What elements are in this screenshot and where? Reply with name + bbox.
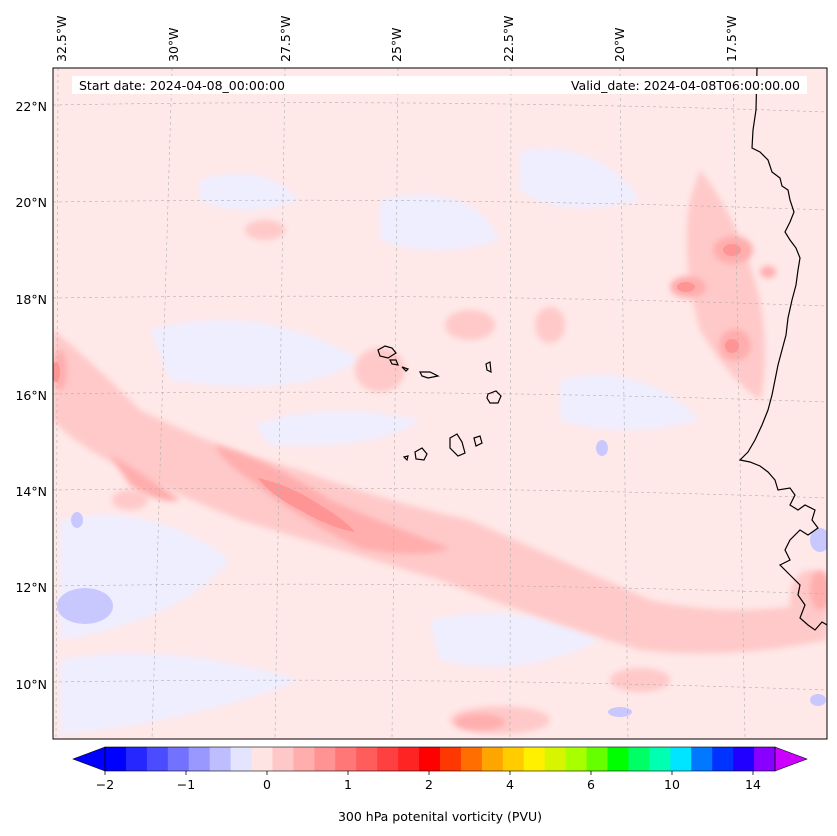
colorbar-cell	[419, 747, 441, 771]
colorbar-frame	[104, 746, 776, 772]
lat-label: 18°N	[15, 292, 47, 307]
colorbar-label: 300 hPa potenital vorticity (PVU)	[338, 809, 542, 824]
colorbar-cell	[649, 747, 671, 771]
colorbar-cell	[335, 747, 357, 771]
colorbar-ticks: −2 −1 0 1 2 4 6 10 14	[96, 771, 761, 792]
colorbar-cell	[481, 747, 504, 771]
colorbar-cell	[628, 747, 650, 771]
colorbar-cell	[272, 747, 294, 771]
colorbar-cell	[251, 747, 273, 771]
colorbar-cell	[167, 747, 190, 771]
colorbar-tick-label: −1	[177, 777, 195, 792]
start-date-label: Start date: 2024-04-08_00:00:00	[79, 78, 285, 93]
colorbar-cell	[460, 747, 483, 771]
lat-label: 12°N	[15, 580, 47, 595]
colorbar-cell	[146, 747, 169, 771]
pv-strong-red-features	[53, 244, 741, 532]
colorbar-cell	[733, 747, 755, 771]
colorbar-cells	[105, 747, 776, 771]
colorbar-cell	[586, 747, 608, 771]
colorbar-cell	[398, 747, 420, 771]
graticule	[53, 68, 827, 739]
colorbar: −2 −1 0 1 2 4 6 10 14 300 hPa potenital vorticit…	[72, 746, 808, 824]
colorbar-under-arrow	[72, 746, 106, 772]
colorbar-tick-label: 4	[506, 777, 514, 792]
colorbar-cell	[712, 747, 734, 771]
colorbar-over-arrow	[774, 746, 808, 772]
colorbar-cell	[670, 747, 692, 771]
colorbar-cell	[565, 747, 588, 771]
colorbar-cell	[356, 747, 378, 771]
pv-negative-patches	[60, 148, 700, 735]
colorbar-cell	[230, 747, 253, 771]
lat-label: 22°N	[15, 99, 47, 114]
colorbar-cell	[607, 747, 629, 771]
lat-label: 20°N	[15, 195, 47, 210]
colorbar-tick-label: 2	[425, 777, 433, 792]
colorbar-cell	[188, 747, 211, 771]
colorbar-cell	[440, 747, 462, 771]
date-header-band	[72, 76, 807, 94]
cape-verde-islands	[377, 345, 502, 462]
map-panel	[53, 68, 827, 739]
lon-label: 27.5°W	[278, 16, 293, 62]
colorbar-cell	[502, 747, 525, 771]
colorbar-cell	[523, 747, 546, 771]
colorbar-tick-label: 14	[745, 777, 761, 792]
lon-label: 22.5°W	[501, 16, 516, 62]
lon-label: 25°W	[389, 27, 404, 62]
colorbar-tick-label: 1	[344, 777, 352, 792]
lon-label: 32.5°W	[54, 16, 69, 62]
longitude-labels: 32.5°W 30°W 27.5°W 25°W 22.5°W 20°W 17.5…	[54, 16, 739, 62]
colorbar-cell	[754, 747, 776, 771]
map-frame	[52, 67, 828, 740]
colorbar-cell	[691, 747, 713, 771]
lon-label: 17.5°W	[724, 16, 739, 62]
pv-blue-spots	[57, 440, 827, 717]
colorbar-cell	[377, 747, 399, 771]
lat-label: 14°N	[15, 484, 47, 499]
colorbar-tick-label: 6	[587, 777, 595, 792]
lon-label: 20°W	[612, 27, 627, 62]
lat-label: 16°N	[15, 388, 47, 403]
colorbar-cell	[314, 747, 336, 771]
valid-date-label: Valid_date: 2024-04-08T06:00:00.00	[571, 78, 800, 93]
colorbar-cell	[125, 747, 148, 771]
lon-label: 30°W	[166, 27, 181, 62]
colorbar-cell	[209, 747, 232, 771]
colorbar-tick-label: 0	[263, 777, 271, 792]
latitude-labels: 22°N 20°N 18°N 16°N 14°N 12°N 10°N	[15, 99, 47, 692]
africa-coastline	[738, 68, 827, 631]
colorbar-cell	[105, 747, 127, 771]
lat-label: 10°N	[15, 677, 47, 692]
colorbar-cell	[544, 747, 567, 771]
colorbar-tick-label: −2	[96, 777, 114, 792]
colorbar-cell	[293, 747, 315, 771]
colorbar-tick-label: 10	[664, 777, 680, 792]
